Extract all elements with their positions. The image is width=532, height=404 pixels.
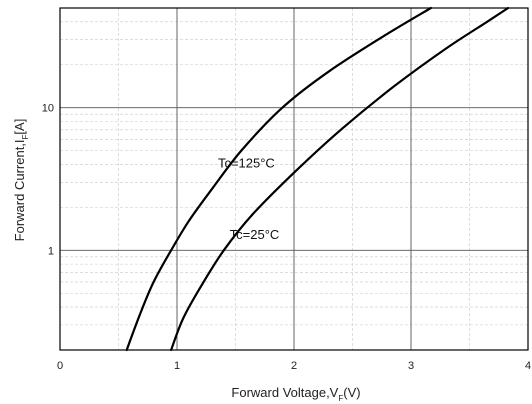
- curves: [125, 6, 510, 352]
- x-axis-label-main: Forward Voltage,V: [231, 385, 338, 400]
- x-tick-label: 2: [291, 360, 297, 372]
- series-line-tc-25c: [170, 6, 510, 352]
- x-tick-label: 0: [57, 360, 63, 372]
- y-axis-label: Forward Current,IF[A]: [12, 119, 30, 242]
- y-tick-label: 1: [48, 245, 54, 257]
- x-axis-label-sub: F: [338, 394, 343, 403]
- x-tick-label: 4: [525, 360, 531, 372]
- y-axis-label-unit: [A]: [12, 119, 27, 135]
- series-label: Tc=125°C: [218, 156, 275, 171]
- minor-grid: [60, 8, 528, 350]
- y-axis-label-main: Forward Current,I: [12, 139, 27, 241]
- x-tick-labels: 0 1 2 3 4: [57, 360, 531, 372]
- y-axis-label-sub: F: [21, 134, 30, 139]
- x-tick-label: 3: [408, 360, 414, 372]
- x-axis-label-unit: (V): [343, 385, 360, 400]
- plot-frame: [59, 7, 529, 351]
- y-tick-label: 10: [42, 103, 54, 115]
- series-label: Tc=25°C: [230, 227, 280, 242]
- y-tick-labels: 1 10: [42, 103, 54, 258]
- major-grid: [60, 8, 528, 350]
- series-line-tc-125c: [125, 6, 432, 352]
- x-axis-label: Forward Voltage,VF(V): [231, 385, 360, 403]
- x-tick-label: 1: [174, 360, 180, 372]
- annotations: Tc=125°C Tc=25°C: [218, 156, 279, 242]
